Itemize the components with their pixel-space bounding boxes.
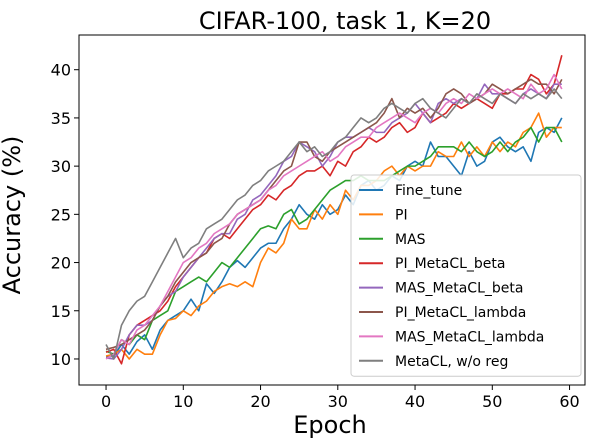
series-line-pi [105,112,562,360]
y-tick-label: 10 [51,350,71,369]
series-line-mas-metacl-lambda [105,73,563,360]
series-layer [105,55,563,365]
x-tick-label: 60 [559,392,579,411]
legend-label: MetaCL, w/o reg [395,354,508,370]
series-line-metacl-w-o-reg [105,88,563,360]
legend: Fine_tune PI MAS PI_MetaCL_beta MAS_MetaCL_b… [350,174,582,377]
x-tick-label: 40 [405,392,425,411]
ticks-layer: 0 10 20 30 40 50 60 10 15 20 25 30 35 40 [51,61,580,411]
y-tick-label: 15 [51,302,71,321]
y-tick-label: 30 [51,157,71,176]
legend-label: MAS_MetaCL_beta [395,281,523,297]
legend-label: PI_MetaCL_lambda [395,305,526,321]
x-tick-label: 50 [482,392,502,411]
y-tick-label: 35 [51,109,71,128]
y-tick-label: 40 [51,61,71,80]
legend-label: Fine_tune [395,183,462,199]
legend-label: PI_MetaCL_beta [395,256,505,272]
legend-label: MAS_MetaCL_lambda [395,329,544,345]
y-axis-title: Accuracy (%) [0,136,26,295]
plot-frame [78,34,586,386]
y-tick-label: 20 [51,254,71,273]
y-tick-label: 25 [51,205,71,224]
x-tick-label: 20 [250,392,270,411]
x-axis-title: Epoch [293,411,367,439]
legend-label: PI [395,207,408,223]
plot-area [78,34,586,386]
x-tick-label: 10 [173,392,193,411]
x-tick-label: 30 [328,392,348,411]
legend-label: MAS [395,232,426,248]
chart-title: CIFAR-100, task 1, K=20 [199,7,491,35]
series-line-mas [105,126,563,355]
legend-box [350,174,582,377]
x-tick-label: 0 [101,392,111,411]
